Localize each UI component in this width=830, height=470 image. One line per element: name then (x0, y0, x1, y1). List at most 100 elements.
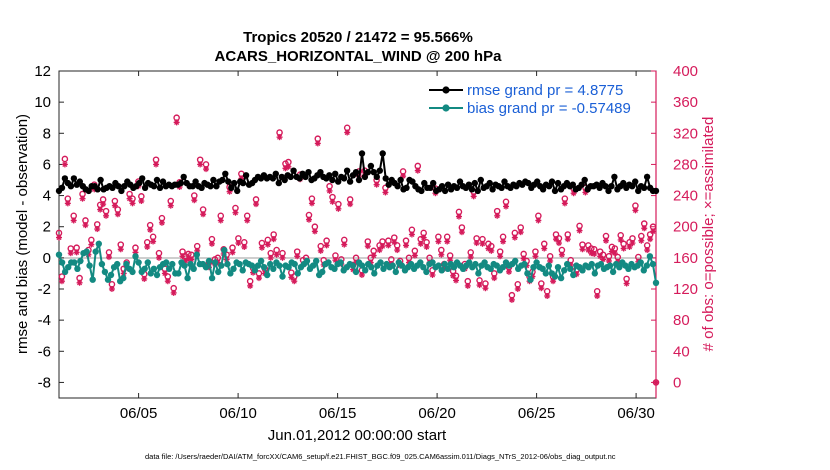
rmse-point (115, 183, 122, 190)
asterisk-stroke (482, 285, 488, 291)
rmse-point (139, 175, 146, 182)
obs-assimilated-marker (97, 206, 104, 213)
x-tick-label: 06/20 (418, 405, 456, 422)
rmse-point (581, 176, 588, 184)
rmse-point (551, 187, 559, 195)
obs-assimilated-marker (114, 211, 121, 218)
asterisk-stroke (112, 203, 118, 209)
asterisk-stroke (653, 379, 659, 385)
asterisk-stroke (268, 255, 274, 261)
rmse-point (225, 178, 232, 185)
rmse-point (287, 173, 294, 181)
rmse-point (569, 181, 576, 188)
rmse-point (346, 178, 354, 185)
asterisk-stroke (644, 247, 650, 253)
left-tick-label: 8 (43, 125, 51, 142)
bias-point (371, 270, 378, 277)
asterisk-stroke (421, 235, 427, 241)
rmse-point (501, 178, 508, 185)
obs-assimilated-marker (279, 254, 286, 261)
bias-point (487, 265, 494, 272)
obs-assimilated-marker (576, 227, 583, 234)
bias-point (239, 267, 246, 274)
rmse-point (207, 183, 214, 190)
obs-assimilated-marker (629, 240, 636, 247)
obs-assimilated-marker (129, 200, 136, 207)
asterisk-stroke (494, 213, 500, 219)
asterisk-stroke (129, 200, 136, 206)
obs-assimilated-marker (347, 201, 354, 208)
bias-point (267, 260, 274, 268)
asterisk-stroke (647, 236, 653, 242)
asterisk-stroke (403, 242, 409, 248)
asterisk-stroke (409, 231, 415, 238)
asterisk-stroke (474, 240, 480, 246)
asterisk-stroke (626, 244, 633, 250)
asterisk-stroke (147, 227, 153, 233)
obs-assimilated-marker (232, 209, 239, 216)
obs-assimilated-marker (150, 238, 157, 245)
bias-point (163, 259, 170, 266)
bias-point (481, 259, 488, 266)
asterisk-stroke (585, 247, 591, 253)
plot-area (58, 70, 657, 399)
obs-assimilated-marker (323, 242, 330, 249)
bias-point (260, 264, 268, 271)
obs-assimilated-marker (164, 278, 171, 285)
obs-assimilated-marker (653, 379, 659, 386)
asterisk-stroke (344, 129, 350, 136)
obs-assimilated-marker (453, 277, 460, 284)
bias-point (58, 259, 66, 266)
bias-point (120, 274, 127, 282)
obs-assimilated-marker (626, 243, 633, 250)
bias-point (166, 265, 173, 272)
obs-assimilated-marker (370, 252, 377, 259)
bias-point (591, 270, 598, 277)
asterisk-stroke (547, 258, 553, 264)
asterisk-stroke (288, 274, 294, 280)
obs-assimilated-marker (358, 271, 365, 278)
left-tick-label: 2 (43, 219, 51, 236)
bias-point (181, 262, 188, 269)
asterisk-stroke (429, 272, 436, 278)
asterisk-stroke (294, 253, 300, 259)
bias-point (230, 265, 237, 272)
obs-assimilated-marker (476, 282, 483, 289)
asterisk-stroke (491, 275, 497, 281)
asterisk-stroke (312, 228, 318, 234)
asterisk-stroke (138, 198, 144, 204)
bias-point (524, 270, 531, 277)
asterisk-stroke (315, 140, 321, 146)
rmse-point (296, 175, 303, 182)
rmse-point (281, 176, 288, 184)
asterisk-stroke (291, 278, 297, 284)
rmse-point (305, 169, 312, 176)
obs-assimilated-marker (555, 240, 562, 247)
bias-point (649, 260, 657, 268)
rmse-point (427, 184, 434, 191)
rmse-point (198, 184, 205, 191)
rmse-point (85, 187, 92, 195)
asterisk-stroke (200, 211, 206, 217)
obs-assimilated-marker (317, 247, 324, 254)
obs-assimilated-marker (147, 226, 154, 233)
asterisk-stroke (509, 297, 515, 303)
rmse-point (418, 187, 425, 195)
bias-point (640, 267, 647, 274)
asterisk-stroke (465, 283, 471, 289)
bias-point (218, 262, 225, 269)
obs-assimilated-marker (600, 256, 607, 263)
asterisk-stroke (468, 254, 474, 260)
rmse-point (76, 178, 84, 185)
rmse-point (489, 186, 496, 193)
bias-point (475, 270, 482, 277)
rmse-point (109, 184, 116, 191)
bias-point (579, 267, 586, 274)
bias-point (187, 260, 194, 268)
asterisk-stroke (459, 229, 465, 235)
rmse-point (302, 173, 309, 181)
asterisk-stroke (438, 252, 444, 258)
asterisk-stroke (94, 226, 100, 232)
obs-assimilated-marker (173, 119, 180, 126)
rmse-point (269, 175, 277, 182)
